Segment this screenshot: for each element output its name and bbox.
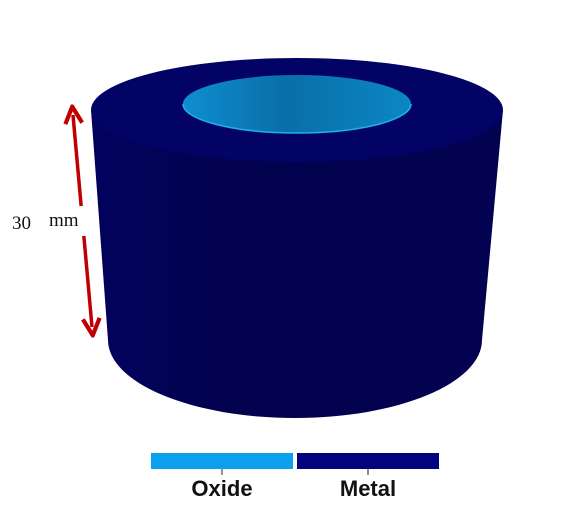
oxide-inner-surface	[183, 75, 411, 133]
oxide-inner-rim	[182, 103, 412, 134]
metal-outer-wall	[91, 110, 503, 418]
legend-oxide-swatch	[151, 453, 293, 469]
legend-metal-swatch	[297, 453, 439, 469]
legend-oxide-label: Oxide	[191, 476, 253, 501]
dimension-value: 30	[12, 213, 31, 234]
dimension-unit: mm	[49, 210, 79, 231]
legend-metal-label: Metal	[339, 476, 397, 501]
dimension-label-background	[6, 206, 92, 236]
